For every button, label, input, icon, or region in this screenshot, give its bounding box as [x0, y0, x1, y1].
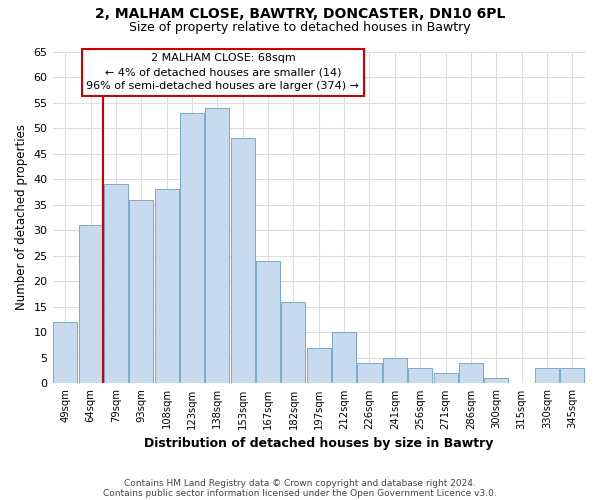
Bar	[205, 108, 229, 384]
Bar	[230, 138, 255, 384]
Bar	[560, 368, 584, 384]
Bar	[434, 373, 458, 384]
Bar	[53, 322, 77, 384]
Bar	[383, 358, 407, 384]
Bar	[358, 363, 382, 384]
Bar	[129, 200, 154, 384]
Bar	[535, 368, 559, 384]
Text: Contains public sector information licensed under the Open Government Licence v3: Contains public sector information licen…	[103, 488, 497, 498]
Bar	[256, 261, 280, 384]
Bar	[484, 378, 508, 384]
Bar	[408, 368, 432, 384]
Bar	[180, 113, 204, 384]
Bar	[155, 190, 179, 384]
Bar	[307, 348, 331, 384]
Bar	[104, 184, 128, 384]
Text: Size of property relative to detached houses in Bawtry: Size of property relative to detached ho…	[129, 21, 471, 34]
Bar	[332, 332, 356, 384]
Text: Contains HM Land Registry data © Crown copyright and database right 2024.: Contains HM Land Registry data © Crown c…	[124, 478, 476, 488]
Text: 2, MALHAM CLOSE, BAWTRY, DONCASTER, DN10 6PL: 2, MALHAM CLOSE, BAWTRY, DONCASTER, DN10…	[95, 8, 505, 22]
X-axis label: Distribution of detached houses by size in Bawtry: Distribution of detached houses by size …	[144, 437, 493, 450]
Bar	[79, 225, 103, 384]
Y-axis label: Number of detached properties: Number of detached properties	[15, 124, 28, 310]
Bar	[281, 302, 305, 384]
Text: 2 MALHAM CLOSE: 68sqm
← 4% of detached houses are smaller (14)
96% of semi-detac: 2 MALHAM CLOSE: 68sqm ← 4% of detached h…	[86, 53, 359, 91]
Bar	[459, 363, 483, 384]
